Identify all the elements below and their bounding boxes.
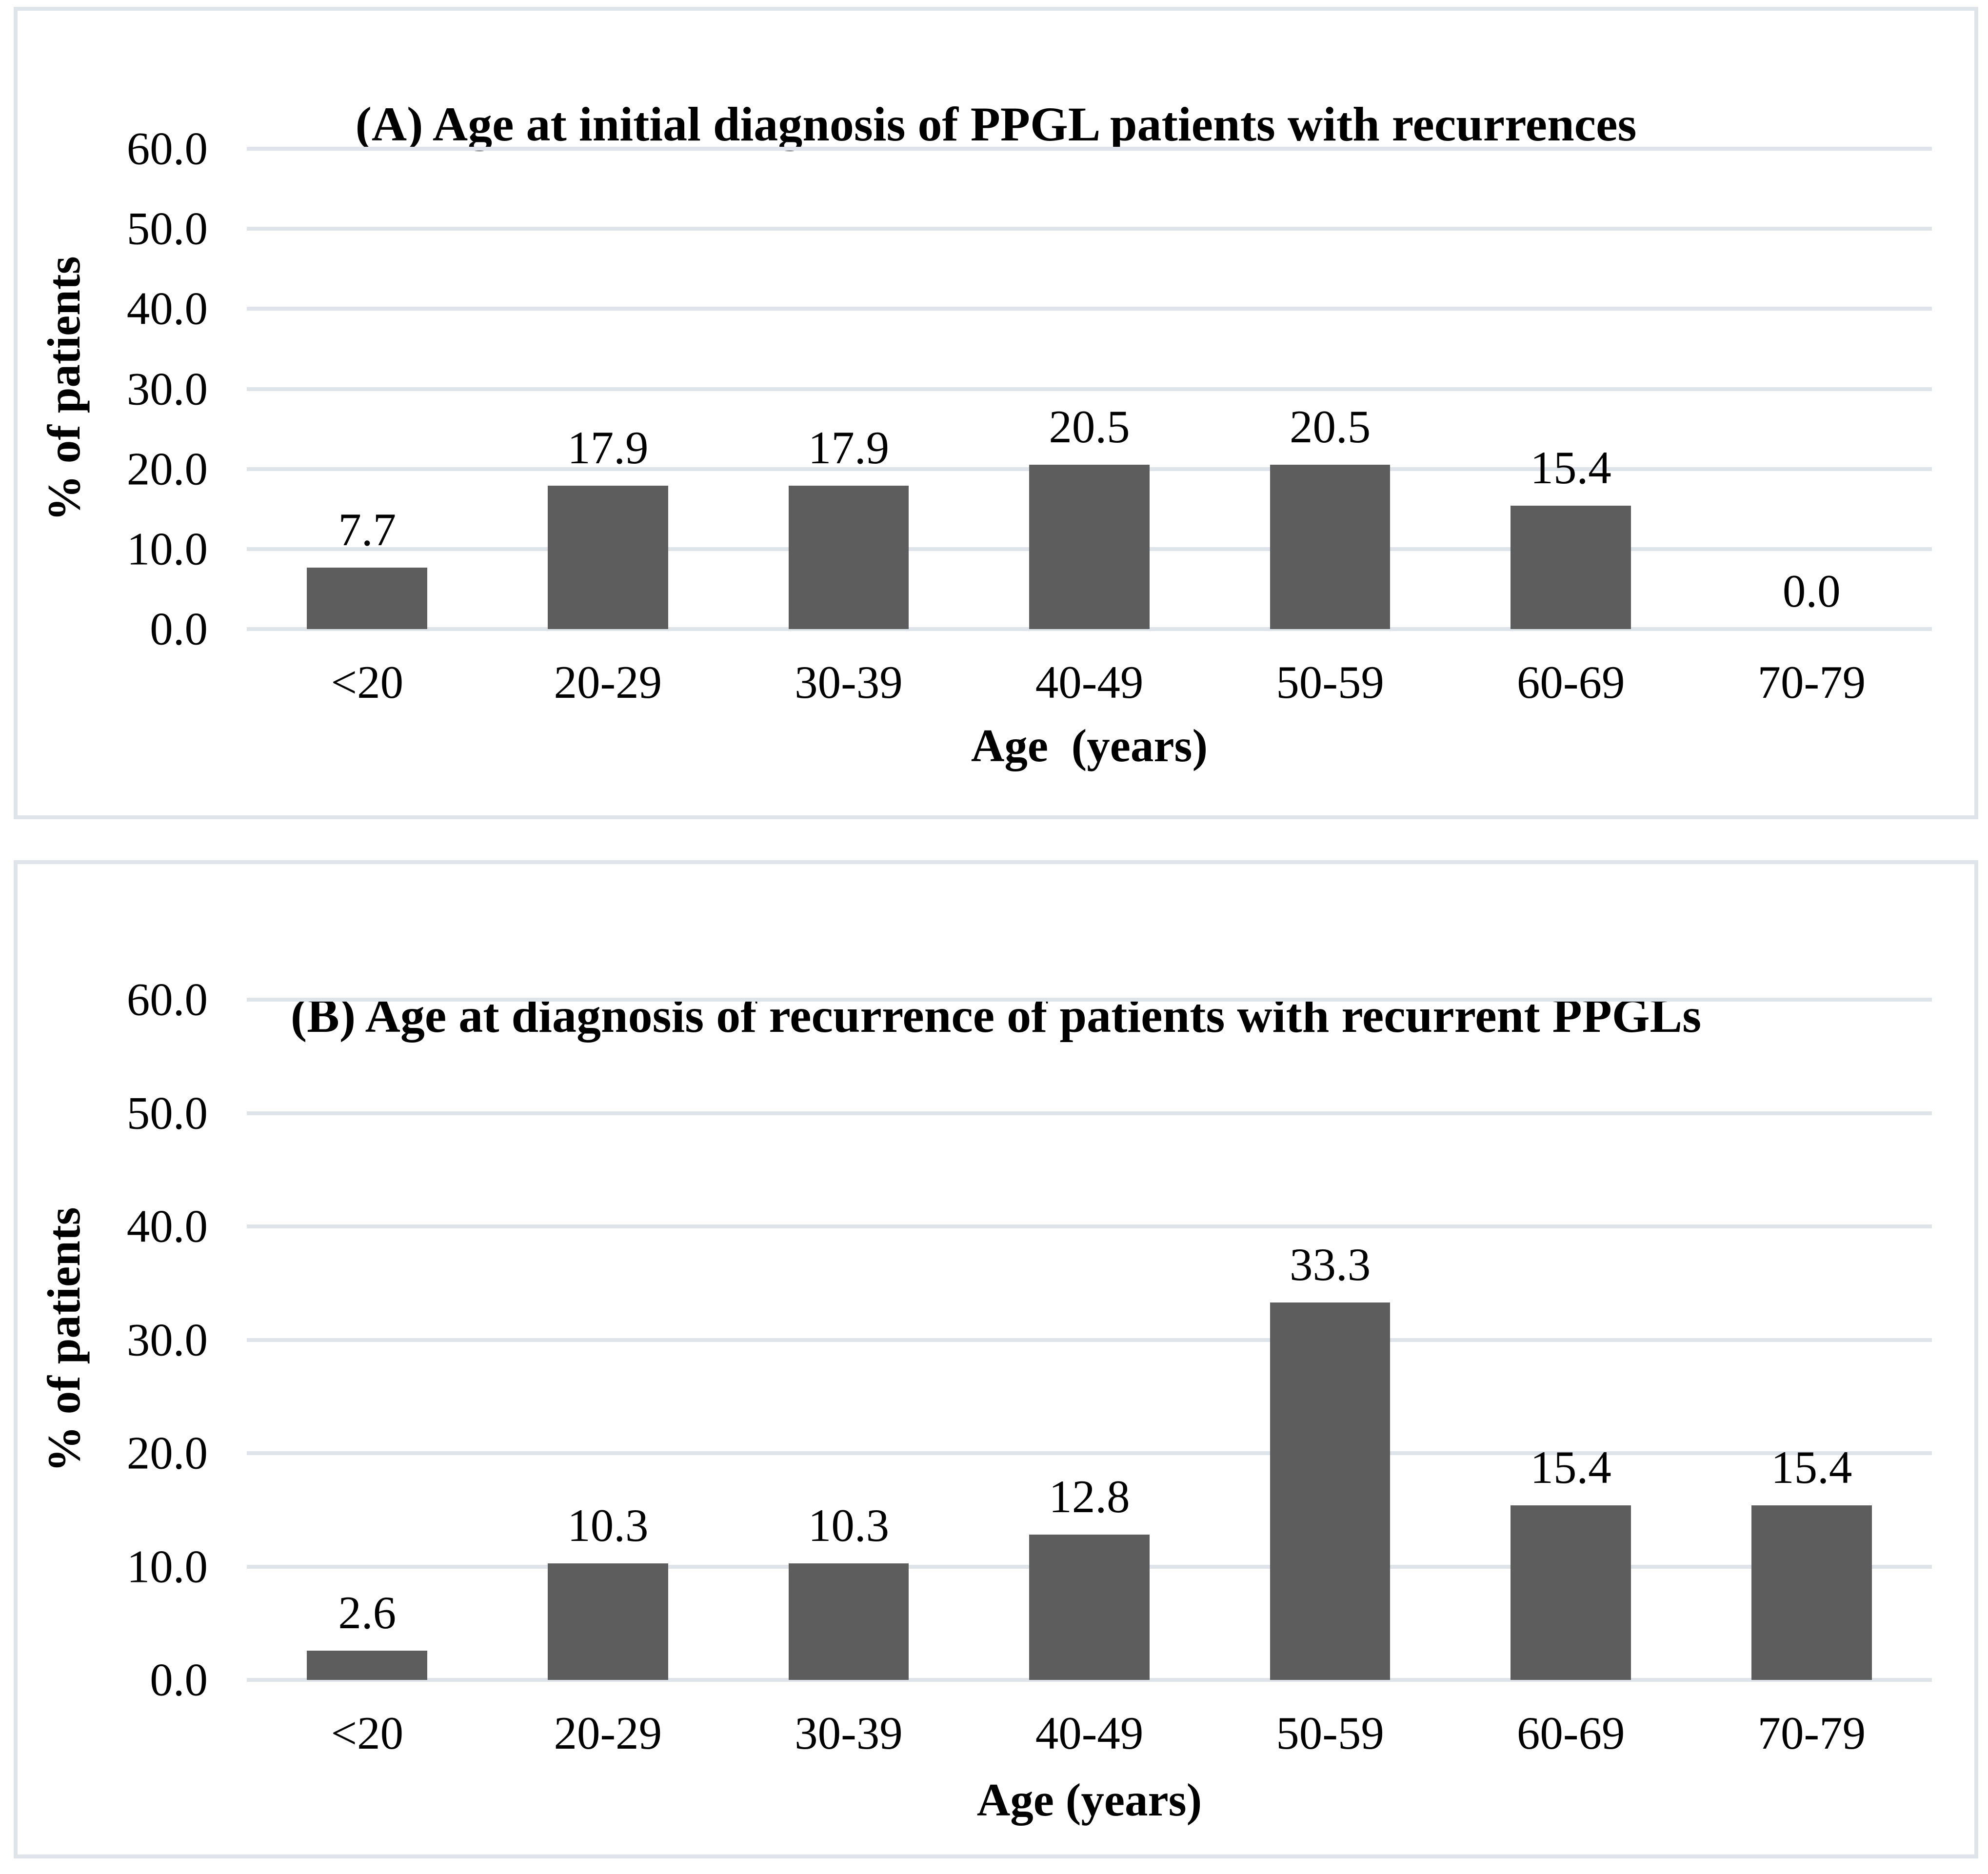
y-axis-tick-label: 30.0 <box>126 1314 208 1365</box>
y-axis-tick-label: 60.0 <box>126 973 208 1026</box>
gridline <box>247 1224 1932 1228</box>
bar: 15.4 <box>1751 1444 1872 1680</box>
x-axis-tick-label: 30-39 <box>795 656 903 708</box>
bar-value-label: 17.9 <box>567 422 649 474</box>
bars-row: 7.7 17.9 17.9 20.5 20.5 15.4 0.0 <box>247 149 1932 629</box>
y-axis-tick-label: 50.0 <box>126 202 208 255</box>
bar: 20.5 <box>1029 404 1150 629</box>
x-axis-tick-label: <20 <box>331 1707 404 1759</box>
bar: 15.4 <box>1511 445 1631 629</box>
bar: 12.8 <box>1029 1474 1150 1680</box>
bar-group: 15.4 <box>1451 1000 1691 1680</box>
y-axis-tick-label: 10.0 <box>126 1540 208 1592</box>
x-axis-labels: <20 20-29 30-39 40-49 50-59 60-69 70-79 <box>247 1706 1932 1760</box>
bar: 10.3 <box>788 1502 909 1680</box>
bar-value-label: 0.0 <box>1782 565 1841 617</box>
y-axis-tick-label: 0.0 <box>150 603 208 655</box>
x-axis-tick-label: 70-79 <box>1757 656 1866 708</box>
bar-value-label: 33.3 <box>1289 1238 1371 1290</box>
x-axis-title: Age (years) <box>976 1774 1202 1826</box>
x-axis-tick-label: <20 <box>331 656 404 708</box>
x-axis-tick-label: 50-59 <box>1276 656 1384 708</box>
bar: 10.3 <box>547 1502 668 1680</box>
bar-group: 17.9 <box>488 149 729 629</box>
bar-group: 17.9 <box>728 149 969 629</box>
gridline <box>247 1678 1932 1682</box>
bar-value-label: 10.3 <box>567 1499 649 1551</box>
bar-value-label: 15.4 <box>1530 1441 1611 1493</box>
bar-value-label: 20.5 <box>1289 401 1371 453</box>
y-axis-tick-label: 60.0 <box>126 122 208 175</box>
y-axis-ticks: 0.0 10.0 20.0 30.0 40.0 50.0 60.0 <box>18 125 208 652</box>
chart-title-b: (B) Age at diagnosis of recurrence of pa… <box>290 988 1702 1043</box>
x-axis-tick-label: 70-79 <box>1757 1707 1866 1759</box>
bar: 20.5 <box>1270 404 1391 629</box>
bar: 7.7 <box>307 506 428 629</box>
x-axis-tick-label: 50-59 <box>1276 1707 1384 1759</box>
bar: 15.4 <box>1511 1444 1631 1680</box>
y-axis-tick-label: 0.0 <box>150 1654 208 1706</box>
bar-group: 10.3 <box>488 1000 729 1680</box>
bar: 17.9 <box>788 425 909 629</box>
bar-group: 12.8 <box>969 1000 1210 1680</box>
bar-value-label: 10.3 <box>808 1499 890 1551</box>
x-axis-tick-label: 20-29 <box>554 1707 662 1759</box>
bar-value-label: 12.8 <box>1049 1471 1130 1523</box>
gridline <box>247 1451 1932 1455</box>
bar-group: 33.3 <box>1210 1000 1451 1680</box>
y-axis-tick-label: 40.0 <box>126 282 208 335</box>
gridline <box>247 1111 1932 1115</box>
x-axis-tick-label: 20-29 <box>554 656 662 708</box>
panel-b: (B) Age at diagnosis of recurrence of pa… <box>14 860 1978 1858</box>
bar-group: 10.3 <box>728 1000 969 1680</box>
x-axis-tick-label: 60-69 <box>1516 656 1625 708</box>
y-axis-tick-label: 20.0 <box>126 443 208 495</box>
x-axis-tick-label: 40-49 <box>1035 656 1144 708</box>
bar-group: 20.5 <box>969 149 1210 629</box>
bar-group: 7.7 <box>247 149 488 629</box>
panel-a: (A) Age at initial diagnosis of PPGL pat… <box>14 7 1978 819</box>
y-axis-tick-label: 50.0 <box>126 1087 208 1139</box>
bar-group: 20.5 <box>1210 149 1451 629</box>
y-axis-tick-label: 40.0 <box>126 1200 208 1252</box>
bar-group: 15.4 <box>1451 149 1691 629</box>
bar: 33.3 <box>1270 1241 1391 1680</box>
bar-value-label: 7.7 <box>338 503 397 555</box>
chart-title-a: (A) Age at initial diagnosis of PPGL pat… <box>355 97 1637 151</box>
plot-area: 7.7 17.9 17.9 20.5 20.5 15.4 0.0 <box>247 147 1932 631</box>
bar-group: 2.6 <box>247 1000 488 1680</box>
gridline <box>247 1338 1932 1342</box>
x-axis-tick-label: 30-39 <box>795 1707 903 1759</box>
bar: 17.9 <box>547 425 668 629</box>
bar-group: 0.0 <box>1691 149 1932 629</box>
bar-group: 15.4 <box>1691 1000 1932 1680</box>
bar-value-label: 20.5 <box>1049 401 1130 453</box>
bar-value-label: 15.4 <box>1771 1441 1852 1493</box>
gridline <box>247 387 1932 391</box>
bars-row: 2.6 10.3 10.3 12.8 33.3 15.4 15.4 <box>247 1000 1932 1680</box>
x-axis-tick-label: 40-49 <box>1035 1707 1144 1759</box>
bar-value-label: 15.4 <box>1530 442 1611 494</box>
gridline <box>247 307 1932 311</box>
plot-area: 2.6 10.3 10.3 12.8 33.3 15.4 15.4 <box>247 998 1932 1682</box>
bar-value-label: 2.6 <box>338 1586 397 1638</box>
x-axis-tick-label: 60-69 <box>1516 1707 1625 1759</box>
bar: 2.6 <box>307 1589 428 1680</box>
y-axis-tick-label: 30.0 <box>126 363 208 414</box>
y-axis-tick-label: 10.0 <box>126 523 208 575</box>
y-axis-tick-label: 20.0 <box>126 1427 208 1479</box>
x-axis-labels: <20 20-29 30-39 40-49 50-59 60-69 70-79 <box>247 655 1932 709</box>
bar-value-label: 17.9 <box>808 422 890 474</box>
gridline <box>247 998 1932 1002</box>
x-axis-title: Age (years) <box>971 720 1208 771</box>
gridline <box>247 627 1932 631</box>
gridline <box>247 147 1932 151</box>
gridline <box>247 227 1932 231</box>
y-axis-ticks: 0.0 10.0 20.0 30.0 40.0 50.0 60.0 <box>18 976 208 1703</box>
